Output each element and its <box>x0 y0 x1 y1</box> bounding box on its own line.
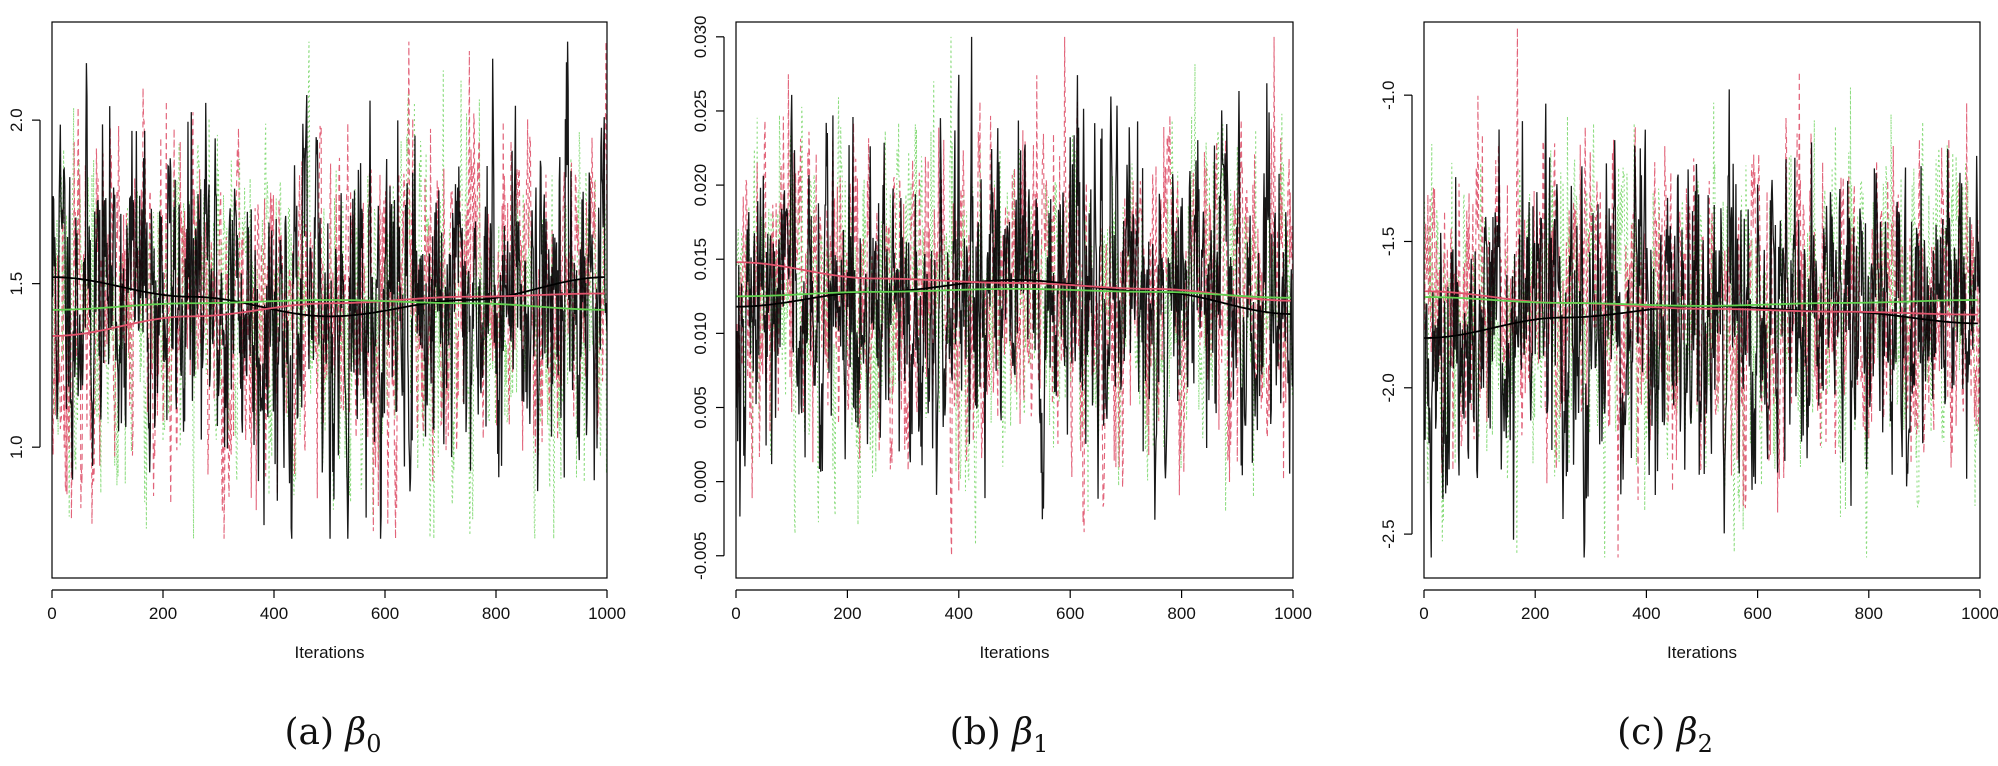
y-tick-label: 1.5 <box>7 272 26 296</box>
y-tick-label: 0.000 <box>691 460 710 503</box>
trace-line-solid <box>736 36 1293 520</box>
trace-line-dotted <box>52 41 607 539</box>
trace-line-dotted <box>736 36 1293 545</box>
y-tick-label: -1.0 <box>1379 81 1398 110</box>
x-tick-label: 400 <box>1632 604 1660 623</box>
x-axis-title: Iterations <box>980 643 1050 662</box>
y-tick-label: 0.010 <box>691 312 710 355</box>
x-tick-label: 200 <box>833 604 861 623</box>
x-tick-label: 1000 <box>1961 604 1998 623</box>
caption-prefix: (c) <box>1617 712 1666 753</box>
y-tick-label: 0.020 <box>691 164 710 207</box>
trace-plot-beta1: 0 200 400 600 800 1000 Iterations -0.005 0.000 0.… <box>691 16 1312 662</box>
plot-area <box>52 41 607 539</box>
smooth-line-dashed <box>1424 290 1978 316</box>
x-tick-label: 200 <box>1521 604 1549 623</box>
y-tick-label: 0.025 <box>691 90 710 133</box>
trace-plot-beta2: 0 200 400 600 800 1000 Iterations -2.5 -2.0 -1.5 -… <box>1379 21 1998 662</box>
x-tick-label: 200 <box>149 604 177 623</box>
y-tick-label: 1.0 <box>7 435 26 459</box>
plot-frame <box>51 21 608 579</box>
plot-area <box>1424 27 1980 558</box>
x-tick-label: 800 <box>1167 604 1195 623</box>
smooth-line-solid <box>52 276 605 318</box>
x-axis-title: Iterations <box>295 643 365 662</box>
x-tick-label: 400 <box>260 604 288 623</box>
x-tick-label: 600 <box>1743 604 1771 623</box>
caption-subscript: 0 <box>366 730 382 759</box>
caption-symbol: β <box>345 712 367 753</box>
smooth-line-dotted <box>1424 296 1978 307</box>
caption-subscript: 2 <box>1697 730 1713 759</box>
smooth-line-dotted <box>52 299 605 311</box>
smooth-line-dashed <box>52 292 605 337</box>
smooth-line-dashed <box>736 261 1291 302</box>
caption-beta2: (c) β2 <box>1332 712 1998 758</box>
x-tick-label: 800 <box>1855 604 1883 623</box>
y-tick-label: 0.030 <box>691 16 710 59</box>
y-tick-label: 0.015 <box>691 238 710 281</box>
trace-line-dashed <box>52 41 607 539</box>
trace-panel-beta0: 0 200 400 600 800 1000 Iterations 1.0 1.5 2.0 (a)… <box>0 0 666 766</box>
x-tick-label: 400 <box>945 604 973 623</box>
y-tick-label: 2.0 <box>7 108 26 132</box>
x-tick-label: 1000 <box>1274 604 1312 623</box>
y-tick-label: 0.005 <box>691 386 710 429</box>
y-tick-label: -1.5 <box>1379 227 1398 256</box>
caption-subscript: 1 <box>1033 730 1049 759</box>
plot-area <box>736 36 1293 556</box>
caption-symbol: β <box>1012 712 1034 753</box>
plot-frame <box>1423 21 1981 579</box>
smooth-line-solid <box>736 279 1291 315</box>
smooth-line-dotted <box>736 287 1291 299</box>
x-tick-label: 800 <box>482 604 510 623</box>
trace-plot-beta0: 0 200 400 600 800 1000 Iterations 1.0 1.5 2.0 <box>7 21 626 662</box>
y-tick-label: -0.005 <box>691 532 710 580</box>
trace-line-solid <box>52 41 607 539</box>
trace-line-solid <box>1424 89 1980 558</box>
x-axis-title: Iterations <box>1667 643 1737 662</box>
x-tick-label: 600 <box>371 604 399 623</box>
y-tick-label: -2.0 <box>1379 373 1398 402</box>
x-tick-label: 0 <box>1419 604 1428 623</box>
caption-symbol: β <box>1676 712 1698 753</box>
caption-beta1: (b) β1 <box>666 712 1332 758</box>
caption-prefix: (b) <box>949 712 1001 753</box>
x-tick-label: 600 <box>1056 604 1084 623</box>
plot-frame <box>735 21 1294 579</box>
y-tick-label: -2.5 <box>1379 519 1398 548</box>
caption-prefix: (a) <box>284 712 334 753</box>
x-tick-label: 1000 <box>588 604 626 623</box>
trace-panel-beta1: 0 200 400 600 800 1000 Iterations -0.005 0.000 0.… <box>666 0 1332 766</box>
x-tick-label: 0 <box>47 604 56 623</box>
caption-beta0: (a) β0 <box>0 712 666 758</box>
trace-panel-beta2: 0 200 400 600 800 1000 Iterations -2.5 -2.0 -1.5 -… <box>1332 0 1998 766</box>
x-tick-label: 0 <box>731 604 740 623</box>
